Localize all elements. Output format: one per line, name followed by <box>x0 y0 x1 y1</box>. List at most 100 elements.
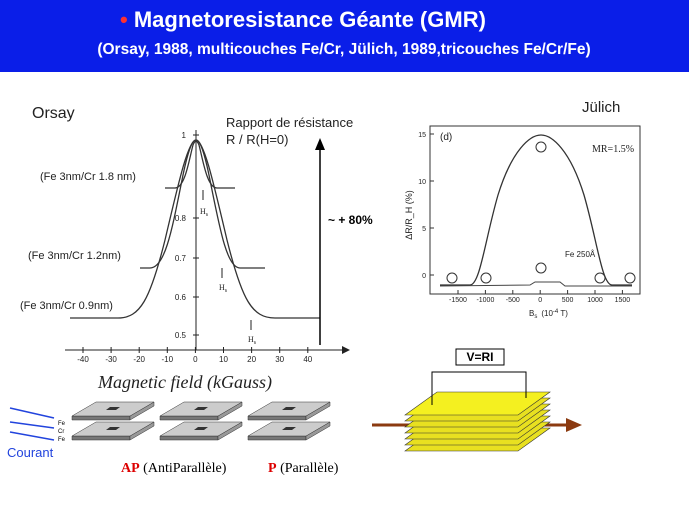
p-text: (Parallèle) <box>280 461 339 476</box>
mr-label: MR=1.5% <box>592 144 634 155</box>
x-tick-label: 500 <box>562 297 574 304</box>
ratio-arrowhead <box>315 138 325 150</box>
plate-slot <box>106 427 120 430</box>
plate-edge <box>247 435 307 441</box>
plate-edge <box>71 435 131 441</box>
sample-label: Fe 250Å <box>565 250 596 259</box>
y-tick-label: 0.8 <box>175 214 187 223</box>
current-arrowhead <box>566 418 582 432</box>
current-arrow <box>9 421 55 429</box>
stack-layer <box>404 391 551 416</box>
x-tick-label: 20 <box>247 355 256 364</box>
y-tick-label: 10 <box>418 179 426 186</box>
marker <box>446 272 458 284</box>
curve-label: (Fe 3nm/Cr 1.8 nm) <box>40 171 136 183</box>
hs-label: Hs <box>200 207 209 218</box>
x-tick-label: 0 <box>538 297 542 304</box>
formula: V=RI <box>466 350 493 364</box>
marker <box>535 262 547 274</box>
voltage-wire <box>431 371 527 405</box>
x-title: Magnetic field (kGauss) <box>97 372 272 393</box>
curve-label: (Fe 3nm/Cr 0.9nm) <box>20 300 113 312</box>
x-tick-label: 30 <box>275 355 284 364</box>
hs-main: H <box>219 283 225 292</box>
p: P <box>268 461 277 476</box>
x-tick-label: 1000 <box>587 297 603 304</box>
hs-sub: s <box>254 340 257 346</box>
x-title: Bs (10-4 T) <box>529 309 568 320</box>
layer-label: Fe <box>58 421 66 427</box>
x-tick-label: -1500 <box>449 297 467 304</box>
ap: AP <box>121 461 140 476</box>
curve <box>440 134 632 286</box>
plate-slot <box>282 427 296 430</box>
plate-edge <box>247 415 307 421</box>
header-band <box>0 0 689 72</box>
y-tick-label: 1 <box>182 131 187 140</box>
curve-label: (Fe 3nm/Cr 1.2nm) <box>28 250 121 262</box>
marker <box>594 272 606 284</box>
orsay-figure: Orsay Rapport de résistance R / R(H=0) 1… <box>20 105 373 393</box>
ap-caption: AP (AntiParallèle) <box>121 461 227 476</box>
marker <box>480 272 492 284</box>
hs-sub: s <box>206 212 209 218</box>
y-title: R / R(H=0) <box>226 132 288 147</box>
x-tick-label: -30 <box>105 355 117 364</box>
x-tick-label: 10 <box>219 355 228 364</box>
formula-box <box>455 348 505 366</box>
hs-label: Hs <box>248 335 257 346</box>
x-tick-label: -20 <box>133 355 145 364</box>
x-title-exp: -4 <box>553 309 559 315</box>
layers-figure: Fe Cr Fe Courant AP (AntiParallèle) P (P… <box>7 401 339 476</box>
x-title-unit: T) <box>558 309 568 318</box>
marker <box>624 272 636 284</box>
title: • Magnetoresistance Géante (GMR) <box>120 7 486 32</box>
curve <box>70 139 320 319</box>
y-tick-label: 15 <box>418 132 426 139</box>
plate-edge <box>159 415 219 421</box>
x-tick-label: -10 <box>162 355 174 364</box>
ap-text: (AntiParallèle) <box>143 461 227 476</box>
layer-label: Fe <box>58 437 66 443</box>
x-title-unit: (10 <box>541 309 553 318</box>
axis-arrow <box>342 346 350 354</box>
bullet: • <box>120 7 128 32</box>
figure-label: Jülich <box>582 99 620 116</box>
y-tick-label: 0 <box>422 273 426 280</box>
title-text: Magnetoresistance Géante (GMR) <box>134 7 486 32</box>
plate-slot <box>194 427 208 430</box>
y-tick-label: 0.5 <box>175 331 187 340</box>
stack-figure: V=RI <box>372 348 582 452</box>
x-tick-label: -500 <box>506 297 520 304</box>
subtitle: (Orsay, 1988, multicouches Fe/Cr, Jülich… <box>97 41 590 58</box>
plate-edge <box>159 435 219 441</box>
plate-slot <box>194 407 208 410</box>
curve <box>165 140 235 189</box>
y-title: Rapport de résistance <box>226 115 353 130</box>
y-tick-label: 0.6 <box>175 293 187 302</box>
x-title-main: B <box>529 309 534 318</box>
plot-frame <box>429 125 641 295</box>
y-tick-label: 5 <box>422 226 426 233</box>
y-title: ΔR/R_H (%) <box>404 190 414 240</box>
current-arrow <box>9 431 55 441</box>
x-title-sub: s <box>534 314 537 320</box>
current-arrow <box>9 407 55 419</box>
hs-sub: s <box>225 288 228 294</box>
current-label: Courant <box>7 445 54 460</box>
panel-label: (d) <box>440 132 452 143</box>
x-tick-label: 0 <box>193 355 198 364</box>
x-tick-label: 1500 <box>615 297 631 304</box>
x-tick-label: 40 <box>303 355 312 364</box>
hs-label: Hs <box>219 283 228 294</box>
layer-label: Cr <box>58 429 64 435</box>
x-tick-label: -40 <box>77 355 89 364</box>
figure-label: Orsay <box>32 105 75 122</box>
ratio-label: ~ + 80% <box>328 213 373 227</box>
hs-main: H <box>248 335 254 344</box>
p-caption: P (Parallèle) <box>268 461 339 476</box>
y-tick-label: 0.7 <box>175 254 187 263</box>
x-tick-label: -1000 <box>476 297 494 304</box>
